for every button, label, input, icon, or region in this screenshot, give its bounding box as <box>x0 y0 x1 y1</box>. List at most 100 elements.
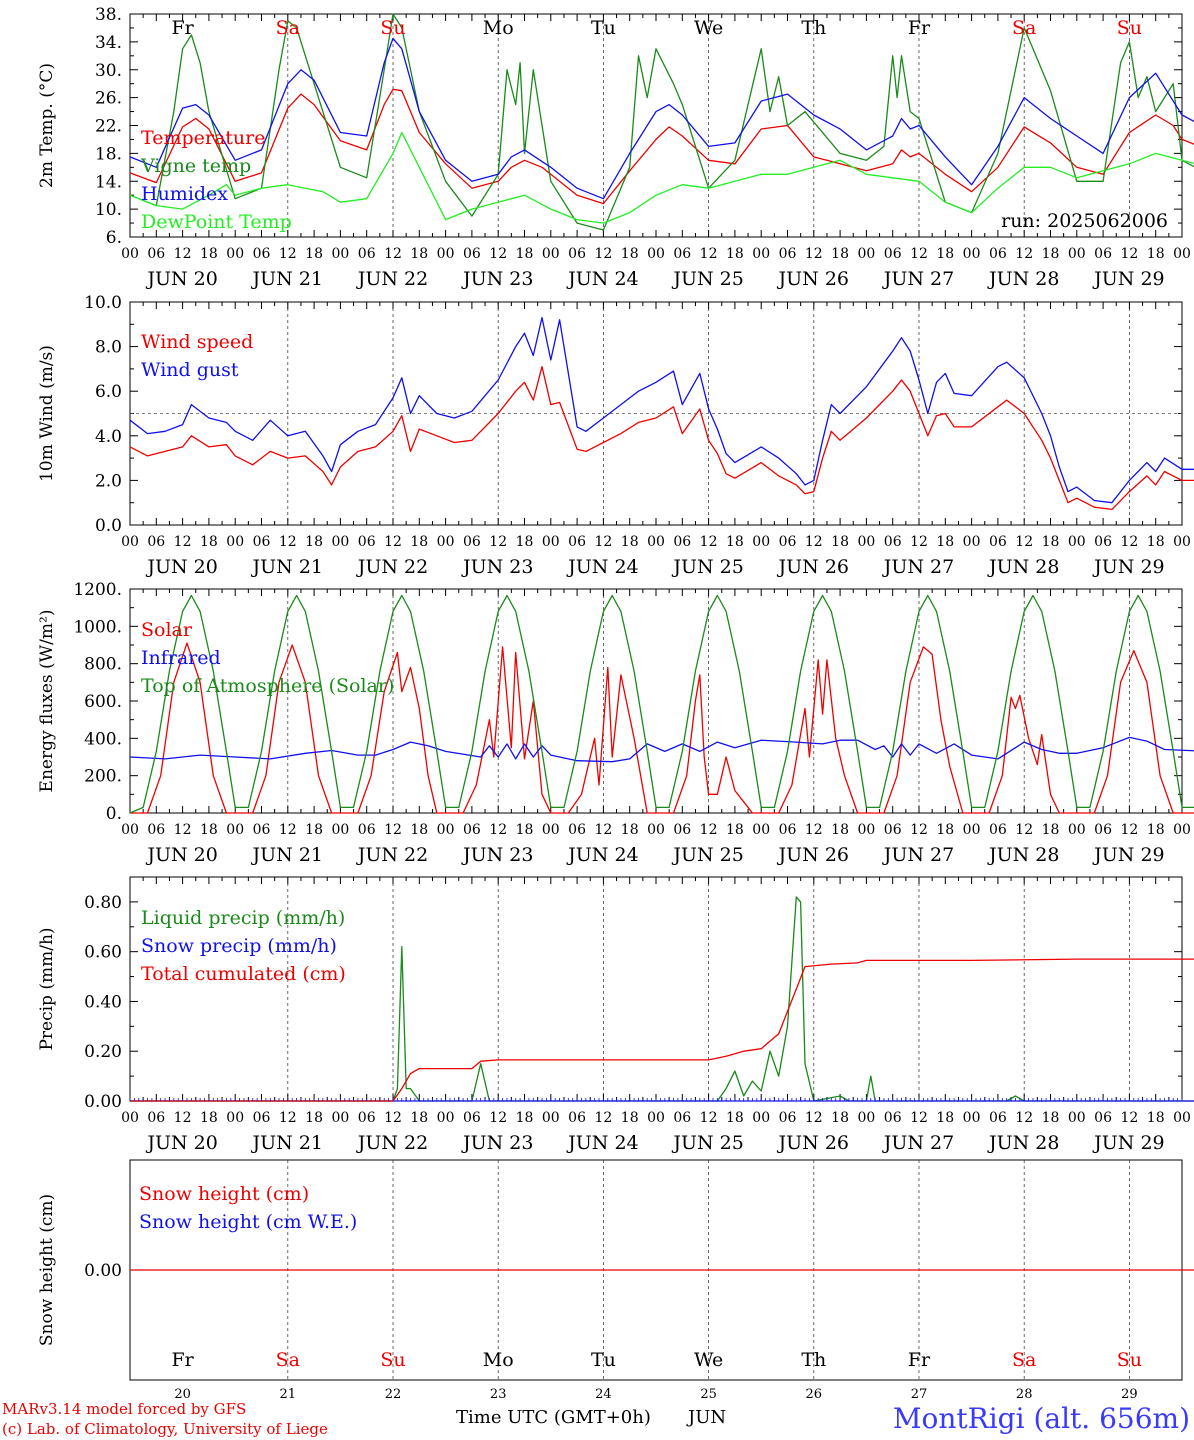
hour-label: 12 <box>594 534 612 550</box>
hour-label: 18 <box>305 246 323 262</box>
hour-label: 12 <box>1015 534 1033 550</box>
panel-wind: 0.0 2.0 4.0 6.0 8.0 10.0 10m Wind (m/s) Wind sp… <box>37 293 1194 578</box>
hour-label: 06 <box>1094 246 1112 262</box>
hour-label: 00 <box>963 822 981 838</box>
hour-label: 12 <box>489 822 507 838</box>
hour-label: 06 <box>568 534 586 550</box>
hour-label: 18 <box>1147 1110 1165 1126</box>
hour-label: 12 <box>805 1110 823 1126</box>
hour-label: 00 <box>1173 1110 1191 1126</box>
y-tick-label: 26. <box>95 89 122 109</box>
hour-label: 06 <box>463 246 481 262</box>
weekday-label: Fr <box>908 17 931 39</box>
date-label: JUN 28 <box>987 556 1059 578</box>
hour-label: 00 <box>1068 246 1086 262</box>
run-label: run: 2025062006 <box>1001 210 1168 232</box>
date-label: JUN 27 <box>882 844 954 866</box>
date-label: JUN 29 <box>1092 556 1164 578</box>
y-tick-label: 14. <box>95 172 122 192</box>
legend-entry: Solar <box>141 619 193 641</box>
y-tick-label: 0.40 <box>84 992 122 1012</box>
series-line <box>130 958 1194 1102</box>
hour-label: 12 <box>384 822 402 838</box>
hour-label: 00 <box>857 534 875 550</box>
y-tick-label: 0. <box>106 804 122 824</box>
hour-label: 18 <box>305 534 323 550</box>
date-label: JUN 21 <box>251 268 323 290</box>
weekday-label: Su <box>1117 1349 1142 1371</box>
hour-label: 12 <box>594 246 612 262</box>
y-tick-label: 0.20 <box>84 1042 122 1062</box>
day-number-label: 23 <box>490 1387 507 1402</box>
hour-label: 06 <box>358 534 376 550</box>
day-number-label: 22 <box>385 1387 402 1402</box>
y-tick-label: 800. <box>84 655 122 675</box>
date-label: JUN 22 <box>356 844 428 866</box>
hour-label: 18 <box>726 822 744 838</box>
hour-label: 00 <box>647 534 665 550</box>
model-credit-line1: MARv3.14 model forced by GFS <box>2 1400 246 1418</box>
hour-label: 06 <box>673 534 691 550</box>
hour-label: 00 <box>542 822 560 838</box>
y-tick-label: 0.60 <box>84 943 122 963</box>
hour-label: 00 <box>542 534 560 550</box>
hour-label: 18 <box>726 1110 744 1126</box>
panel-precip: 0.00 0.20 0.40 0.60 0.80 Precip (mm/h) Liquid … <box>37 876 1194 1154</box>
legend-entry: Temperature <box>141 127 265 149</box>
hour-label: 12 <box>174 1110 192 1126</box>
hour-label: 06 <box>673 246 691 262</box>
day-number-label: 24 <box>595 1387 612 1402</box>
hour-label: 12 <box>1120 534 1138 550</box>
series-line <box>129 316 1194 504</box>
legend-entry: Humidex <box>141 183 228 205</box>
hour-label: 18 <box>410 822 428 838</box>
date-label: JUN 24 <box>566 1132 638 1154</box>
hour-label: 00 <box>1173 246 1191 262</box>
hour-label: 12 <box>279 246 297 262</box>
y-tick-label: 10. <box>95 200 122 220</box>
weekday-label: Mo <box>483 17 514 39</box>
hour-label: 00 <box>331 246 349 262</box>
y-tick-label: 400. <box>84 729 122 749</box>
hour-label: 12 <box>1120 1110 1138 1126</box>
series-line <box>129 366 1194 511</box>
series-line <box>129 594 1194 814</box>
hour-label: 12 <box>174 822 192 838</box>
hour-label: 12 <box>489 246 507 262</box>
hour-label: 06 <box>147 534 165 550</box>
hour-label: 12 <box>1120 822 1138 838</box>
y-tick-label: 6.0 <box>95 382 122 402</box>
y-tick-label: 34. <box>95 33 122 53</box>
hour-label: 06 <box>253 246 271 262</box>
legend-entry: Snow height (cm) <box>139 1183 309 1205</box>
hour-label: 18 <box>200 246 218 262</box>
date-label: JUN 29 <box>1092 1132 1164 1154</box>
hour-label: 06 <box>358 246 376 262</box>
hour-label: 18 <box>305 1110 323 1126</box>
hour-label: 00 <box>752 246 770 262</box>
hour-label: 00 <box>857 1110 875 1126</box>
day-number-label: 27 <box>911 1387 928 1402</box>
y-tick-label: 1200. <box>73 580 122 600</box>
weekday-label: Su <box>380 1349 405 1371</box>
hour-label: 00 <box>226 822 244 838</box>
hour-label: 06 <box>779 246 797 262</box>
hour-label: 18 <box>1147 822 1165 838</box>
date-label: JUN 21 <box>251 1132 323 1154</box>
hour-label: 00 <box>1173 822 1191 838</box>
series-line <box>129 88 1194 205</box>
series-line <box>130 642 1194 814</box>
hour-label: 00 <box>752 1110 770 1126</box>
hour-label: 12 <box>384 534 402 550</box>
hour-label: 00 <box>647 822 665 838</box>
hour-label: 18 <box>516 1110 534 1126</box>
legend-entry: Infrared <box>141 647 221 669</box>
series-line <box>129 37 1194 200</box>
hour-label: 12 <box>1015 1110 1033 1126</box>
hour-label: 18 <box>1147 246 1165 262</box>
date-label: JUN 20 <box>145 844 217 866</box>
hour-label: 18 <box>621 1110 639 1126</box>
y-tick-label: 10.0 <box>84 293 122 313</box>
date-label: JUN 25 <box>671 268 743 290</box>
